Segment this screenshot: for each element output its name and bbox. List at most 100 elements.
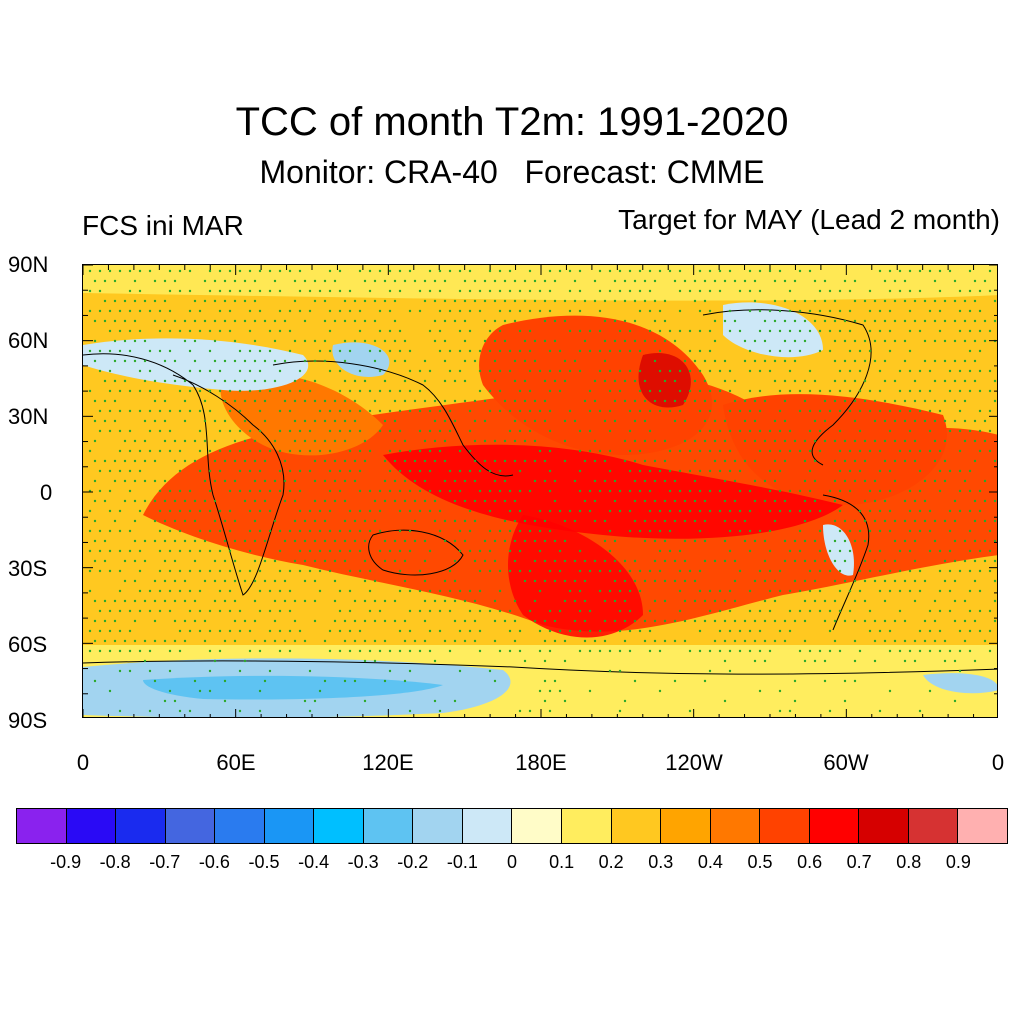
stipple-dot [803,559,807,563]
stipple-dot [508,309,512,313]
stipple-dot [818,429,822,433]
stipple-dot [993,319,997,323]
colorbar-box [809,809,860,843]
stipple-dot [468,289,472,293]
stipple-dot [693,299,697,303]
stipple-dot [838,509,842,513]
stipple-dot [933,539,937,543]
stipple-dot [128,269,132,273]
stipple-dot [88,349,92,353]
stipple-dot [983,279,987,283]
stipple-dot [183,519,187,523]
stipple-dot [613,499,617,503]
stipple-dot [723,359,727,363]
stipple-dot [188,309,192,313]
stipple-dot [623,459,627,463]
stipple-dot [883,319,887,323]
stipple-dot [153,599,157,603]
stipple-dot [398,269,402,273]
stipple-dot [153,399,157,403]
stipple-dot [953,419,957,423]
stipple-dot [873,359,877,363]
stipple-dot [748,489,752,493]
stipple-dot [643,639,647,643]
stipple-dot [753,479,757,483]
stipple-dot [853,659,857,663]
stipple-dot [368,609,372,613]
stipple-dot [118,669,122,673]
stipple-dot [153,499,157,503]
stipple-dot [668,509,672,513]
stipple-dot [863,619,867,623]
stipple-dot [573,479,577,483]
stipple-dot [878,569,882,573]
stipple-dot [558,629,562,633]
stipple-dot [573,619,577,623]
stipple-dot [363,639,367,643]
stipple-dot [893,559,897,563]
stipple-dot [478,569,482,573]
stipple-dot [783,299,787,303]
stipple-dot [618,649,622,653]
australia-coast [368,529,464,576]
stipple-dot [298,549,302,553]
stipple-dot [363,579,367,583]
stipple-dot [803,459,807,463]
stipple-dot [963,619,967,623]
stipple-dot [163,439,167,443]
stipple-dot [423,399,427,403]
stipple-dot [143,299,147,303]
stipple-dot [733,519,737,523]
stipple-dot [958,369,962,373]
stipple-dot [283,319,287,323]
stipple-dot [848,289,852,293]
stipple-dot [633,679,637,683]
stipple-dot [663,519,667,523]
stipple-dot [513,559,517,563]
stipple-dot [678,409,682,413]
stipple-dot [148,649,152,653]
stipple-dot [988,649,992,653]
stipple-dot [953,339,957,343]
stipple-dot [153,639,157,643]
stipple-dot [903,579,907,583]
stipple-dot [943,379,947,383]
stipple-dot [358,369,362,373]
stipple-dot [588,429,592,433]
stipple-dot [433,459,437,463]
stipple-dot [738,569,742,573]
stipple-dot [503,479,507,483]
stipple-dot [353,339,357,343]
stipple-dot [133,559,137,563]
stipple-dot [728,629,732,633]
stipple-dot [588,609,592,613]
stipple-dot [348,309,352,313]
stipple-dot [313,579,317,583]
stipple-dot [643,399,647,403]
stipple-dot [93,399,97,403]
stipple-dot [978,429,982,433]
stipple-dot [653,439,657,443]
stipple-dot [423,279,427,283]
stipple-dot [873,399,877,403]
stipple-dot [288,469,292,473]
stipple-dot [813,439,817,443]
stipple-dot [158,529,162,533]
stipple-dot [553,339,557,343]
stipple-dot [483,459,487,463]
stipple-dot [748,389,752,393]
stipple-dot [313,339,317,343]
stipple-dot [913,599,917,603]
stipple-dot [893,639,897,643]
stipple-dot [278,269,282,273]
stipple-dot [788,429,792,433]
stipple-dot [438,309,442,313]
stipple-dot [88,389,92,393]
stipple-dot [323,459,327,463]
stipple-dot [313,479,317,483]
stipple-dot [878,369,882,373]
stipple-dot [433,419,437,423]
stipple-dot [333,279,337,283]
stipple-dot [243,539,247,543]
stipple-dot [683,599,687,603]
